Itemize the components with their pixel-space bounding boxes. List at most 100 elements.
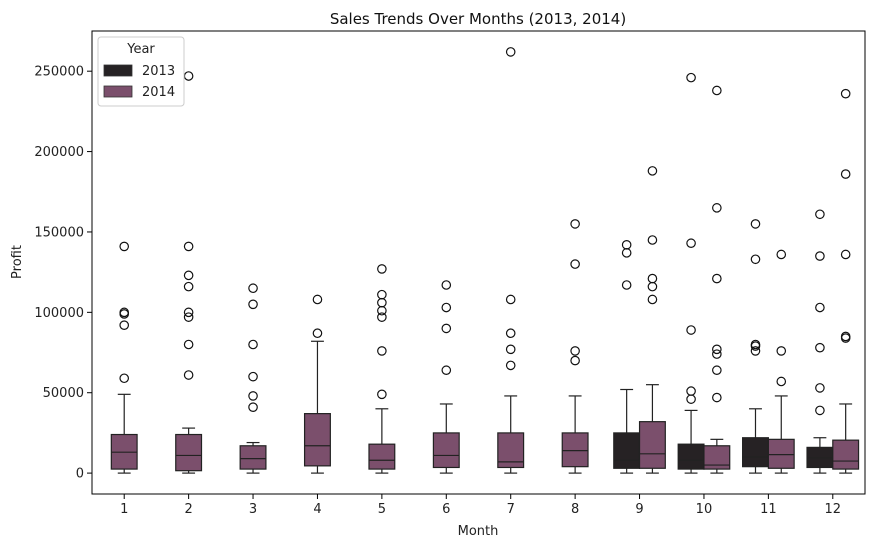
y-tick-label: 0 — [76, 467, 84, 482]
outlier-point — [621, 240, 632, 250]
box-2014-month-10 — [703, 445, 731, 470]
outlier-point — [712, 344, 722, 355]
box-2014-month-4 — [303, 413, 331, 467]
outlier-point — [712, 349, 722, 359]
outlier-point — [570, 346, 580, 356]
outlier-point — [183, 312, 194, 322]
outlier-point — [248, 299, 258, 310]
outlier-point — [776, 249, 787, 260]
outlier-point — [119, 373, 130, 384]
outlier-point — [647, 273, 658, 284]
x-tick-label: 7 — [507, 502, 515, 517]
outlier-point — [686, 72, 696, 83]
outlier-point — [505, 47, 516, 57]
outlier-point — [441, 323, 452, 334]
outlier-point — [647, 294, 658, 305]
box-2014-month-9 — [638, 421, 666, 469]
outlier-point — [570, 355, 580, 366]
outlier-point — [119, 320, 130, 330]
outlier-point — [647, 235, 658, 245]
outlier-point — [712, 203, 722, 213]
outlier-point — [712, 365, 722, 376]
outlier-point — [248, 371, 258, 382]
outlier-point — [776, 376, 787, 387]
x-tick-label: 3 — [249, 502, 257, 517]
box-2014-month-5 — [368, 443, 396, 470]
legend-label-2013: 2013 — [142, 64, 175, 79]
outlier-point — [119, 241, 130, 252]
outlier-point — [248, 391, 258, 401]
x-tick-label: 9 — [635, 502, 643, 517]
outlier-point — [505, 360, 516, 371]
outlier-point — [712, 273, 722, 284]
x-tick-label: 4 — [313, 502, 321, 517]
legend-swatch-2014 — [103, 85, 133, 98]
legend-title: Year — [126, 42, 155, 57]
outlier-point — [119, 307, 130, 318]
outlier-point — [776, 346, 787, 356]
x-tick-label: 12 — [825, 502, 842, 517]
outlier-point — [750, 219, 761, 229]
outlier-point — [441, 280, 452, 290]
outlier-point — [312, 328, 323, 339]
box-2014-month-6 — [432, 432, 460, 469]
outlier-point — [815, 342, 825, 353]
y-tick-label: 200000 — [34, 145, 84, 160]
outlier-point — [377, 289, 387, 300]
outlier-point — [840, 169, 851, 179]
outlier-point — [750, 254, 761, 265]
chart-title: Sales Trends Over Months (2013, 2014) — [330, 10, 626, 28]
outlier-point — [712, 392, 722, 403]
outlier-point — [815, 251, 825, 261]
outlier-point — [377, 346, 387, 356]
outlier-point — [750, 346, 761, 356]
box-2014-month-11 — [767, 438, 795, 469]
box-2014-month-3 — [239, 445, 267, 470]
box-2013-month-11 — [742, 437, 769, 468]
x-tick-label: 6 — [442, 502, 450, 517]
outlier-point — [505, 328, 516, 339]
outlier-point — [377, 389, 387, 400]
x-tick-label: 5 — [378, 502, 386, 517]
outlier-point — [750, 339, 761, 350]
x-tick-label: 8 — [571, 502, 579, 517]
outlier-point — [441, 302, 452, 313]
outlier-point — [505, 344, 516, 355]
x-tick-label: 11 — [760, 502, 777, 517]
y-tick-label: 50000 — [43, 386, 84, 401]
outlier-point — [570, 259, 580, 269]
outlier-point — [712, 85, 722, 96]
legend: Year 2013 2014 — [97, 36, 185, 107]
outlier-point — [183, 281, 194, 292]
outlier-point — [840, 331, 851, 342]
y-axis-label: Profit — [10, 245, 25, 279]
outlier-point — [815, 383, 825, 393]
outlier-point — [505, 294, 516, 305]
outlier-point — [815, 405, 825, 416]
outlier-point — [377, 312, 387, 322]
box-2014-month-2 — [175, 433, 203, 472]
y-tick-label: 150000 — [34, 225, 84, 240]
outlier-point — [686, 386, 696, 396]
outlier-point — [248, 402, 258, 412]
outlier-point — [840, 88, 851, 99]
outlier-point — [183, 339, 194, 350]
outlier-point — [183, 370, 194, 380]
x-tick-label: 2 — [184, 502, 192, 517]
y-tick-label: 100000 — [34, 306, 84, 321]
x-tick-label: 1 — [120, 502, 128, 517]
outlier-point — [248, 283, 258, 294]
x-tick-label: 10 — [696, 502, 713, 517]
outlier-point — [441, 365, 452, 376]
outlier-point — [248, 339, 258, 350]
outlier-point — [621, 280, 632, 290]
outlier-point — [183, 241, 194, 252]
y-tick-label: 250000 — [34, 65, 84, 80]
outlier-point — [377, 264, 387, 274]
box-2013-month-10 — [677, 443, 705, 470]
plot-frame — [91, 30, 866, 495]
outlier-point — [570, 219, 580, 229]
outlier-point — [686, 238, 696, 249]
